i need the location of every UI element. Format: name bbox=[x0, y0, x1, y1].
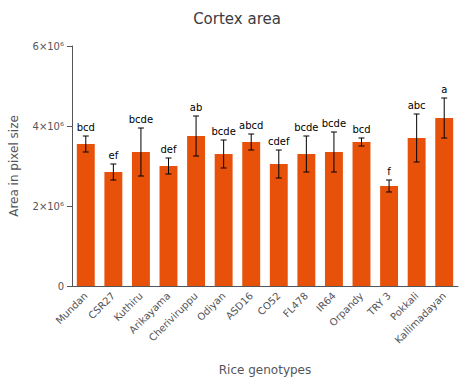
svg-text:def: def bbox=[160, 144, 177, 155]
svg-text:2×10⁶: 2×10⁶ bbox=[33, 201, 64, 212]
svg-text:bcd: bcd bbox=[352, 124, 370, 135]
svg-text:bcde: bcde bbox=[211, 126, 235, 137]
svg-text:CO52: CO52 bbox=[255, 290, 282, 317]
svg-text:Arikayama: Arikayama bbox=[126, 290, 173, 336]
svg-text:Area in pixel size: Area in pixel size bbox=[7, 115, 21, 217]
svg-text:Rice genotypes: Rice genotypes bbox=[219, 363, 311, 377]
svg-text:bcde: bcde bbox=[129, 114, 153, 125]
svg-text:Odiyan: Odiyan bbox=[195, 290, 228, 323]
svg-text:abcd: abcd bbox=[239, 120, 263, 131]
svg-text:bcd: bcd bbox=[77, 122, 95, 133]
svg-text:Orpandy: Orpandy bbox=[327, 290, 365, 328]
svg-text:Kallimadayan: Kallimadayan bbox=[393, 290, 448, 345]
svg-text:IR64: IR64 bbox=[314, 290, 338, 314]
svg-text:Kuthiru: Kuthiru bbox=[111, 290, 145, 324]
svg-text:4×10⁶: 4×10⁶ bbox=[33, 121, 64, 132]
svg-text:Cheriviruppu: Cheriviruppu bbox=[147, 290, 200, 343]
svg-text:abc: abc bbox=[408, 100, 426, 111]
svg-text:a: a bbox=[441, 84, 447, 95]
svg-text:bcde: bcde bbox=[294, 122, 318, 133]
svg-text:FL478: FL478 bbox=[281, 290, 310, 319]
svg-text:6×10⁶: 6×10⁶ bbox=[33, 41, 64, 52]
svg-text:TRY 3: TRY 3 bbox=[365, 290, 393, 318]
svg-text:ef: ef bbox=[109, 150, 119, 161]
svg-text:cdef: cdef bbox=[268, 136, 290, 147]
svg-text:CSR27: CSR27 bbox=[86, 290, 118, 322]
svg-text:Mundan: Mundan bbox=[54, 290, 90, 326]
svg-text:Pokkali: Pokkali bbox=[388, 290, 421, 323]
svg-text:0: 0 bbox=[58, 281, 64, 292]
svg-text:f: f bbox=[387, 166, 391, 177]
svg-text:bcde: bcde bbox=[322, 118, 346, 129]
svg-text:ASD16: ASD16 bbox=[224, 290, 256, 322]
svg-text:Cortex area: Cortex area bbox=[193, 10, 281, 28]
svg-text:ab: ab bbox=[190, 102, 202, 113]
